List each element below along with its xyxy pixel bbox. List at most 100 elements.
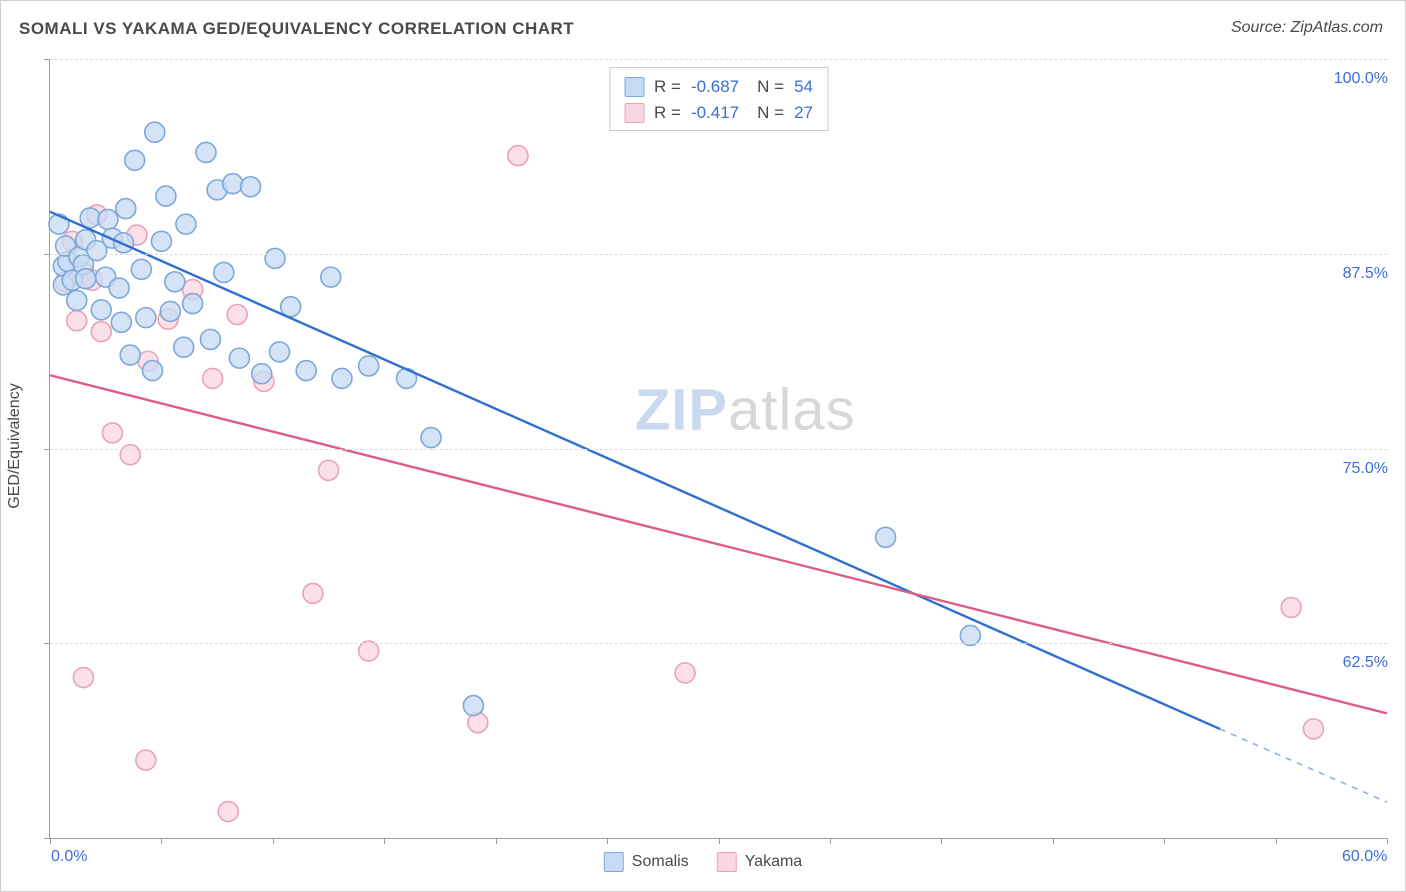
x-tick	[1276, 838, 1277, 844]
regression-line-dash-somalis	[1220, 729, 1387, 802]
data-point-somalis	[332, 368, 352, 388]
gridline	[50, 59, 1387, 60]
data-point-somalis	[241, 177, 261, 197]
gridline	[50, 449, 1387, 450]
data-point-somalis	[214, 262, 234, 282]
y-tick	[44, 643, 50, 644]
data-point-somalis	[125, 150, 145, 170]
data-point-somalis	[265, 248, 285, 268]
regression-line-somalis	[50, 212, 1220, 729]
legend-row-yakama: R = -0.417 N = 27	[624, 100, 813, 126]
data-point-somalis	[80, 208, 100, 228]
regression-line-yakama	[50, 375, 1387, 713]
data-point-somalis	[876, 527, 896, 547]
data-point-somalis	[270, 342, 290, 362]
data-point-somalis	[321, 267, 341, 287]
x-tick	[496, 838, 497, 844]
chart-container: SOMALI VS YAKAMA GED/EQUIVALENCY CORRELA…	[0, 0, 1406, 892]
legend-r-value-somalis: -0.687	[691, 74, 739, 100]
legend-r-value-yakama: -0.417	[691, 100, 739, 126]
y-tick	[44, 254, 50, 255]
x-tick-label: 60.0%	[1342, 848, 1387, 866]
x-tick	[161, 838, 162, 844]
y-axis-title: GED/Equivalency	[6, 383, 24, 508]
data-point-somalis	[176, 214, 196, 234]
legend-n-value-somalis: 54	[794, 74, 813, 100]
legend-r-label: R =	[654, 74, 681, 100]
series-legend: Somalis Yakama	[604, 844, 802, 879]
data-point-somalis	[49, 214, 69, 234]
data-point-somalis	[91, 300, 111, 320]
data-point-somalis	[463, 696, 483, 716]
data-point-somalis	[116, 199, 136, 219]
data-point-somalis	[165, 272, 185, 292]
data-point-somalis	[76, 269, 96, 289]
legend-item-yakama: Yakama	[717, 852, 803, 872]
data-point-somalis	[151, 231, 171, 251]
legend-label-yakama: Yakama	[745, 853, 803, 871]
x-tick	[1387, 838, 1388, 844]
data-point-yakama	[319, 460, 339, 480]
data-point-yakama	[1303, 719, 1323, 739]
x-tick	[941, 838, 942, 844]
data-point-somalis	[296, 361, 316, 381]
data-point-somalis	[229, 348, 249, 368]
legend-label-somalis: Somalis	[632, 853, 689, 871]
data-point-somalis	[109, 278, 129, 298]
x-tick	[830, 838, 831, 844]
data-point-yakama	[675, 663, 695, 683]
correlation-legend: R = -0.687 N = 54 R = -0.417 N = 27	[609, 67, 828, 131]
data-point-somalis	[136, 308, 156, 328]
x-tick-label: 0.0%	[51, 848, 87, 866]
y-tick	[44, 59, 50, 60]
legend-r-label: R =	[654, 100, 681, 126]
y-tick-label: 62.5%	[1337, 654, 1388, 672]
data-point-somalis	[174, 337, 194, 357]
legend-n-value-yakama: 27	[794, 100, 813, 126]
legend-n-label: N =	[757, 74, 784, 100]
data-point-somalis	[120, 345, 140, 365]
data-point-somalis	[421, 428, 441, 448]
y-tick-label: 87.5%	[1337, 265, 1388, 283]
data-point-somalis	[252, 364, 272, 384]
swatch-yakama	[624, 103, 644, 123]
data-point-somalis	[200, 329, 220, 349]
data-point-yakama	[203, 368, 223, 388]
data-point-yakama	[218, 802, 238, 822]
source-attribution: Source: ZipAtlas.com	[1231, 19, 1383, 37]
legend-swatch-somalis	[604, 852, 624, 872]
swatch-somalis	[624, 77, 644, 97]
data-point-somalis	[145, 122, 165, 142]
data-point-yakama	[1281, 597, 1301, 617]
legend-n-label: N =	[757, 100, 784, 126]
gridline	[50, 254, 1387, 255]
data-point-somalis	[143, 361, 163, 381]
data-point-somalis	[183, 294, 203, 314]
data-point-somalis	[111, 312, 131, 332]
data-point-yakama	[227, 305, 247, 325]
y-tick-label: 100.0%	[1328, 70, 1388, 88]
data-point-yakama	[136, 750, 156, 770]
plot-area: ZIPatlas R = -0.687 N = 54 R = -0.417 N …	[49, 59, 1387, 839]
data-point-yakama	[67, 311, 87, 331]
x-tick	[1164, 838, 1165, 844]
data-point-yakama	[102, 423, 122, 443]
legend-row-somalis: R = -0.687 N = 54	[624, 74, 813, 100]
chart-title: SOMALI VS YAKAMA GED/EQUIVALENCY CORRELA…	[19, 19, 574, 39]
data-point-somalis	[131, 259, 151, 279]
data-point-somalis	[359, 356, 379, 376]
data-point-yakama	[303, 583, 323, 603]
x-tick	[50, 838, 51, 844]
y-tick-label: 75.0%	[1337, 460, 1388, 478]
legend-item-somalis: Somalis	[604, 852, 689, 872]
gridline	[50, 643, 1387, 644]
data-point-somalis	[156, 186, 176, 206]
x-tick	[273, 838, 274, 844]
data-point-somalis	[67, 290, 87, 310]
y-tick	[44, 449, 50, 450]
data-point-yakama	[508, 146, 528, 166]
x-tick	[384, 838, 385, 844]
data-point-somalis	[160, 301, 180, 321]
legend-swatch-yakama	[717, 852, 737, 872]
data-point-somalis	[223, 174, 243, 194]
